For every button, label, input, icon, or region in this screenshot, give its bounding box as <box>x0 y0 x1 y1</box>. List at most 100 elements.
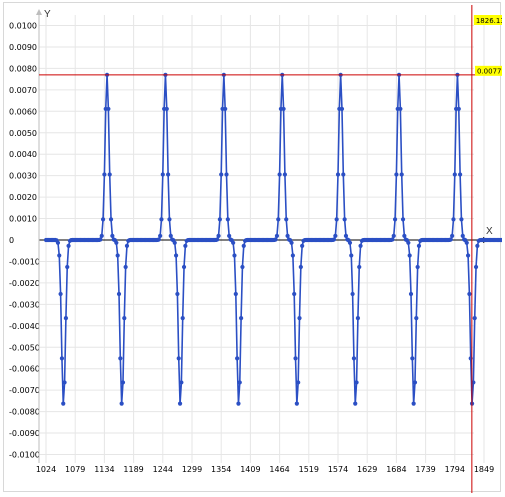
data-point <box>458 172 463 177</box>
y-tick-label: -0.0080 <box>9 408 40 417</box>
data-point <box>166 172 171 177</box>
data-point <box>465 253 471 258</box>
data-point <box>115 253 120 258</box>
data-point <box>452 172 457 177</box>
data-point <box>349 253 354 258</box>
data-point <box>358 243 363 248</box>
x-tick-label: 1244 <box>153 465 173 474</box>
y-tick-label: 0.0070 <box>9 86 37 95</box>
data-point <box>59 356 65 361</box>
data-point <box>120 380 126 385</box>
y-tick-label: -0.0040 <box>9 322 40 331</box>
data-point <box>172 240 177 245</box>
data-point <box>450 233 455 239</box>
x-axis-label: X <box>486 226 493 237</box>
y-tick-label: -0.0030 <box>9 300 40 309</box>
data-point <box>354 380 359 385</box>
data-point <box>475 243 480 248</box>
x-tick-label: 1354 <box>211 465 231 474</box>
y-tick-label: 0.0090 <box>9 43 37 52</box>
data-point <box>156 237 161 242</box>
data-point <box>179 380 184 385</box>
chart-canvas[interactable]: 0.0100 0.0090 0.0080 0.0070 0.0060 0.0050 0.00… <box>4 3 502 493</box>
x-tick-label: 1024 <box>36 465 56 474</box>
data-point <box>282 172 288 177</box>
x-tick-label: 1629 <box>357 465 377 474</box>
data-point <box>290 253 295 258</box>
y-tick-label: 0.0080 <box>9 64 37 73</box>
y-tick-labels: 0.0100 0.0090 0.0080 0.0070 0.0060 0.0050 0.00… <box>9 22 40 460</box>
data-point <box>215 237 220 242</box>
data-point <box>55 240 61 245</box>
data-point <box>223 106 228 112</box>
data-point <box>347 240 353 245</box>
x-tick-label: 1464 <box>269 465 289 474</box>
data-point <box>394 172 399 177</box>
data-point <box>237 380 242 385</box>
y-tick-label: -0.0020 <box>9 279 40 288</box>
data-point <box>335 172 341 177</box>
data-point <box>158 233 163 239</box>
data-point <box>181 264 187 270</box>
data-point <box>415 264 420 270</box>
data-point <box>459 217 464 222</box>
data-point <box>500 237 502 243</box>
x-tick-label: 1299 <box>182 465 202 474</box>
data-point <box>464 240 469 245</box>
data-point <box>122 316 127 321</box>
data-point <box>331 237 337 242</box>
data-point <box>281 106 286 112</box>
data-point <box>116 291 122 297</box>
data-point <box>451 217 456 222</box>
data-point <box>114 240 119 245</box>
x-tick-label: 1079 <box>65 465 85 474</box>
x-tick-label: 1409 <box>240 465 260 474</box>
data-point <box>355 316 361 321</box>
y-tick-label: -0.0100 <box>9 451 40 460</box>
y-tick-label: -0.0070 <box>9 386 40 395</box>
data-point <box>351 356 357 361</box>
data-point <box>392 217 398 222</box>
data-point <box>164 106 169 112</box>
data-point <box>98 237 103 242</box>
data-point <box>390 237 395 242</box>
data-point <box>292 291 297 297</box>
chart-frame: 0.0100 0.0090 0.0080 0.0070 0.0060 0.0050 0.00… <box>3 2 502 493</box>
x-tick-label: 1189 <box>123 465 143 474</box>
data-point <box>118 356 123 361</box>
x-tick-labels: 1024 1079 1134 1189 1244 1299 1354 1409 1464 1519… <box>36 465 494 474</box>
data-point <box>398 106 403 112</box>
data-point <box>407 253 412 258</box>
data-point <box>400 217 406 222</box>
y-axis-arrow-icon <box>36 9 42 15</box>
crosshair-y-badge <box>475 65 502 76</box>
data-point <box>61 401 66 406</box>
data-point <box>285 233 290 239</box>
data-point <box>99 233 104 239</box>
data-point <box>399 172 404 177</box>
data-point <box>339 106 345 112</box>
data-point <box>402 233 407 239</box>
data-point <box>296 380 301 385</box>
data-point <box>160 172 165 177</box>
data-point <box>173 253 179 258</box>
data-point <box>416 243 422 248</box>
y-axis-label: Y <box>44 9 51 20</box>
x-tick-label: 1739 <box>415 465 435 474</box>
data-point <box>277 172 282 177</box>
data-point <box>224 172 229 177</box>
data-point <box>300 243 305 248</box>
data-point <box>342 217 347 222</box>
data-point <box>473 264 479 270</box>
data-point <box>273 237 278 242</box>
data-point <box>66 243 71 248</box>
data-point <box>107 172 112 177</box>
data-point <box>175 291 180 297</box>
data-point <box>225 217 230 222</box>
data-point <box>274 233 280 239</box>
data-point <box>406 240 411 245</box>
data-point <box>297 316 302 321</box>
crosshair-x-value: 1826.13 <box>476 17 502 25</box>
y-tick-label: 0.0010 <box>9 215 37 224</box>
data-point <box>58 291 63 297</box>
